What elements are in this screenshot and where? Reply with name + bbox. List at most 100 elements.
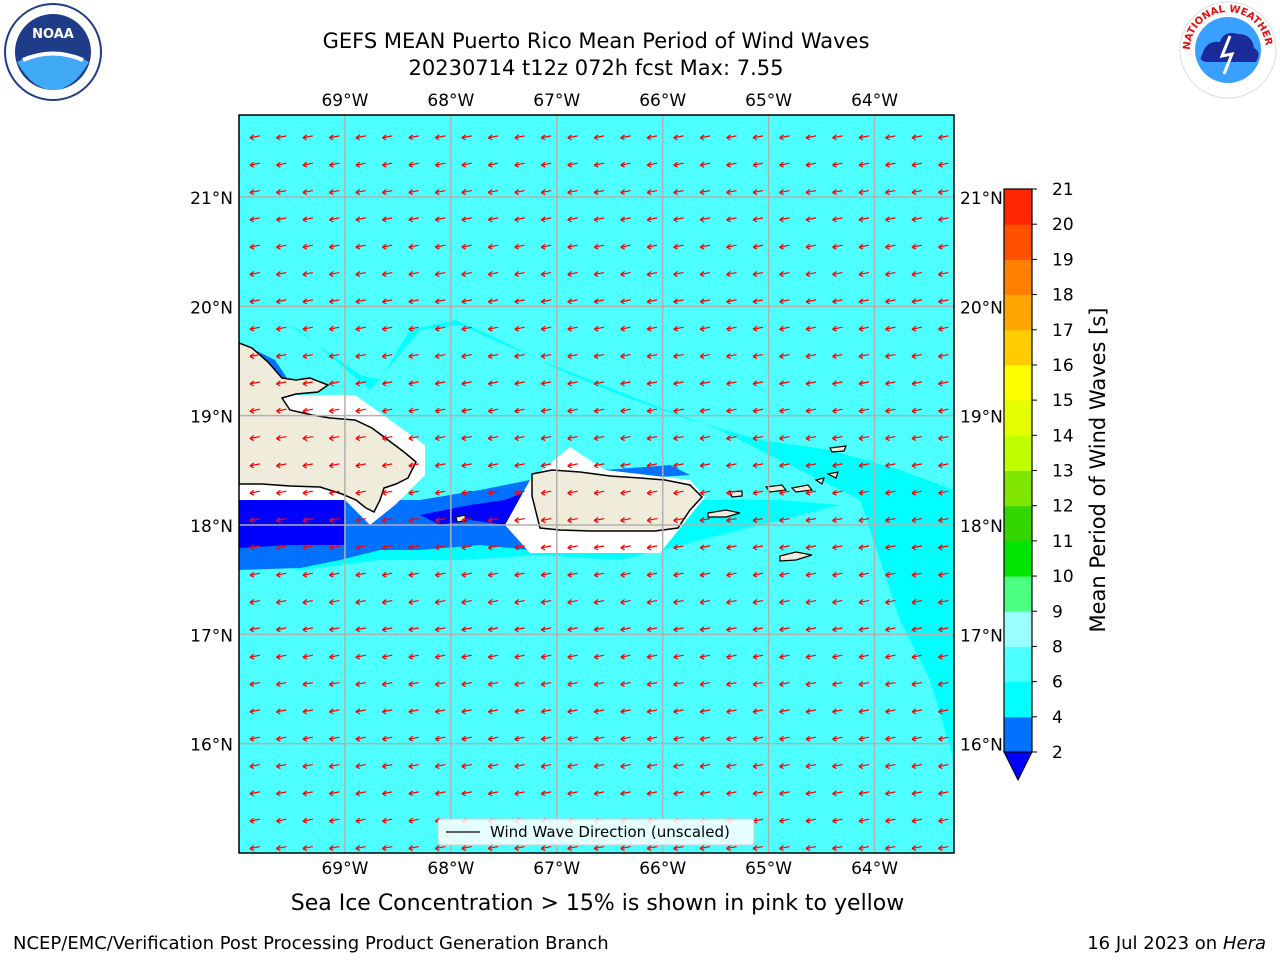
wind-arrow <box>514 462 525 469</box>
wind-arrow <box>858 462 870 469</box>
wind-arrow <box>487 489 499 496</box>
wind-arrow <box>514 271 525 278</box>
wind-arrow <box>938 489 949 496</box>
wind-arrow <box>408 599 419 606</box>
wind-arrow <box>328 380 340 387</box>
wind-arrow <box>885 134 896 141</box>
wind-arrow <box>911 571 923 578</box>
wind-arrow <box>434 134 446 141</box>
wind-arrow <box>699 462 711 469</box>
wind-arrow <box>832 134 843 141</box>
wind-arrow <box>752 653 764 660</box>
wind-arrow <box>938 517 949 524</box>
wind-arrow <box>593 763 605 770</box>
wind-arrow <box>779 161 790 168</box>
wind-arrow <box>249 599 261 606</box>
wind-arrow <box>620 681 631 688</box>
wind-arrow <box>620 325 631 332</box>
land-anguilla <box>829 445 847 453</box>
wind-arrow <box>620 462 631 469</box>
wind-arrow <box>381 435 393 442</box>
wind-arrow <box>593 845 605 852</box>
wind-arrow <box>381 681 393 688</box>
wind-arrow <box>461 216 472 223</box>
wind-arrow <box>487 653 499 660</box>
wind-arrow <box>355 189 366 196</box>
wind-arrow <box>408 544 419 551</box>
wind-arrow <box>381 817 393 824</box>
wind-arrow <box>938 544 949 551</box>
wind-arrow <box>567 653 578 660</box>
wind-arrow <box>779 435 790 442</box>
wind-arrow <box>752 189 764 196</box>
wind-arrow <box>699 708 711 715</box>
wind-arrow <box>858 653 870 660</box>
wind-arrow <box>276 681 287 688</box>
wind-arrow <box>567 189 578 196</box>
wind-arrow <box>779 599 790 606</box>
wind-arrow <box>779 517 790 524</box>
wind-arrow <box>249 435 261 442</box>
colorbar-tick-label: 12 <box>1052 497 1074 517</box>
wind-arrow <box>487 599 499 606</box>
wind-arrow <box>752 681 764 688</box>
wind-arrow <box>302 435 313 442</box>
wind-arrow <box>646 325 658 332</box>
wind-arrow <box>805 271 817 278</box>
wind-arrow <box>434 161 446 168</box>
colorbar-tick-label: 4 <box>1052 708 1063 728</box>
wind-arrow <box>805 216 817 223</box>
wind-arrow <box>938 134 949 141</box>
wind-arrow <box>752 571 764 578</box>
wind-arrow <box>832 216 843 223</box>
wind-arrow <box>620 243 631 250</box>
wind-arrow <box>355 790 366 797</box>
lon-tick-label: 68°W <box>427 859 474 879</box>
wind-arrow <box>408 325 419 332</box>
wind-arrow <box>328 735 340 742</box>
wind-arrow <box>673 298 684 305</box>
wind-arrow <box>858 216 870 223</box>
wind-arrow <box>805 763 817 770</box>
wind-wave-direction-arrows <box>249 134 949 852</box>
wind-arrow <box>434 653 446 660</box>
wind-arrow <box>726 435 737 442</box>
colorbar-tick-label: 6 <box>1052 673 1063 693</box>
wind-arrow <box>328 790 340 797</box>
wind-arrow <box>434 298 446 305</box>
wind-arrow <box>461 735 472 742</box>
wind-arrow <box>461 653 472 660</box>
wind-arrow <box>408 708 419 715</box>
wind-arrow <box>699 845 711 852</box>
wind-arrow <box>752 735 764 742</box>
wind-arrow <box>620 653 631 660</box>
wind-arrow <box>779 735 790 742</box>
wind-arrow <box>567 845 578 852</box>
wind-arrow <box>593 626 605 633</box>
wind-arrow <box>567 407 578 414</box>
wind-arrow <box>514 708 525 715</box>
wind-arrow <box>938 626 949 633</box>
wind-arrow <box>673 325 684 332</box>
wind-arrow <box>540 763 552 770</box>
wind-arrow <box>514 489 525 496</box>
wind-arrow <box>673 216 684 223</box>
map-gridlines <box>239 115 954 853</box>
lon-tick-label: 65°W <box>745 91 792 111</box>
wind-arrow <box>620 544 631 551</box>
wind-arrow <box>249 790 261 797</box>
wind-arrow <box>938 380 949 387</box>
wind-arrow <box>938 708 949 715</box>
wind-arrow <box>434 845 446 852</box>
wind-arrow <box>832 735 843 742</box>
wind-arrow <box>302 189 313 196</box>
colorbar-swatch <box>1004 540 1032 577</box>
land-vieques <box>707 509 741 518</box>
wind-arrow <box>487 380 499 387</box>
wind-arrow <box>858 626 870 633</box>
wind-arrow <box>461 380 472 387</box>
wind-arrow <box>540 517 552 524</box>
wind-arrow <box>276 243 287 250</box>
wind-arrow <box>646 380 658 387</box>
wind-arrow <box>461 298 472 305</box>
